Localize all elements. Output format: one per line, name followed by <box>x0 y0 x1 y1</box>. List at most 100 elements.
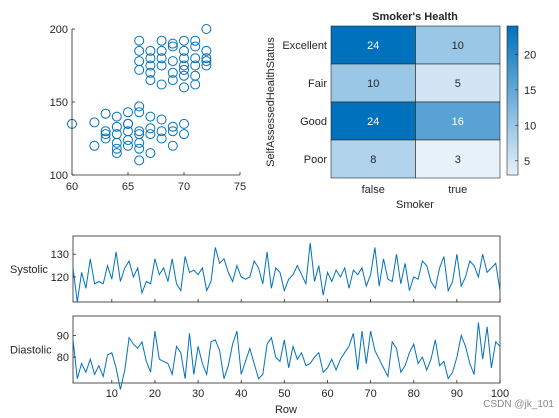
colorbar-segment <box>507 80 518 84</box>
colorbar-segment <box>507 147 518 151</box>
heatmap-cell <box>415 25 501 65</box>
scatter-point <box>201 53 212 64</box>
scatter-point <box>134 143 145 154</box>
heatmap-row-label: Fair <box>308 78 327 90</box>
scatter-point <box>134 126 145 137</box>
colorbar-segment <box>507 112 518 116</box>
colorbar-segment <box>507 75 518 79</box>
scatter-point <box>167 67 178 78</box>
scatter-point <box>145 123 156 134</box>
scatter-point <box>167 41 178 52</box>
scatter-point <box>123 118 133 129</box>
colorbar-segment <box>507 125 518 129</box>
heatmap-cell-value: 16 <box>452 116 464 128</box>
colorbar-segment <box>507 140 518 144</box>
scatter-point <box>100 129 111 140</box>
colorbar-segment <box>507 40 518 44</box>
colorbar-segment <box>507 150 518 154</box>
scatter-point <box>100 108 111 119</box>
scatter-point <box>156 79 167 90</box>
scatter-point <box>89 117 100 128</box>
scatter-point <box>156 133 167 144</box>
colorbar-segment <box>507 107 518 111</box>
colorbar-segment <box>507 152 518 156</box>
scatter-point <box>111 148 122 159</box>
colorbar-frame <box>506 25 519 176</box>
colorbar-segment <box>507 117 518 121</box>
colorbar-segment <box>507 45 518 49</box>
colorbar-segment <box>507 155 518 159</box>
scatter-point <box>179 70 189 81</box>
colorbar-segment <box>507 63 518 67</box>
scatter-point <box>111 137 122 148</box>
heatmap-cell-value: 5 <box>455 78 461 90</box>
scatter-point <box>123 107 133 118</box>
colorbar-segment <box>507 28 518 32</box>
scatter-point <box>179 118 189 129</box>
scatter-point <box>145 67 156 78</box>
colorbar-segment <box>507 85 518 89</box>
scatter-point <box>145 111 156 122</box>
scatter-axes: 60 65 70 75 100 150 200 <box>50 24 246 193</box>
stacked-x-tick-label: 10 <box>106 388 118 400</box>
heatmap-title: Smoker's Health <box>372 11 458 23</box>
scatter-point <box>111 121 122 132</box>
colorbar-segment <box>507 105 518 109</box>
heatmap-cells: 24 10 10 5 24 16 8 3 <box>330 25 501 179</box>
heatmap-cell-value: 10 <box>367 78 379 90</box>
series-line-diastolic <box>72 322 501 390</box>
scatter-point <box>134 137 145 148</box>
colorbar-segment <box>507 55 518 59</box>
colorbar-segment <box>507 26 518 29</box>
colorbar-segment <box>507 142 518 146</box>
scatter-point <box>134 45 145 56</box>
colorbar-segment <box>507 35 518 39</box>
scatter-point <box>156 45 167 56</box>
scatter-point <box>201 60 212 71</box>
colorbar-segment <box>507 48 518 52</box>
colorbar-tick-label: 10 <box>524 120 536 132</box>
colorbar-segment <box>507 137 518 141</box>
scatter-point <box>156 60 167 71</box>
heatmap-cell-value: 8 <box>370 154 376 166</box>
colorbar-segment <box>507 98 518 101</box>
scatter-y-tick-label: 100 <box>50 170 68 182</box>
scatter-point <box>145 148 156 159</box>
scatter-point <box>134 155 145 166</box>
scatter-point <box>190 35 201 46</box>
stacked-y-tick-label: 90 <box>57 330 69 342</box>
colorbar-segment <box>507 88 518 92</box>
scatter-point <box>190 53 201 64</box>
scatter-point <box>179 129 189 140</box>
colorbar-segment <box>507 100 518 104</box>
stacked-x-tick-label: 100 <box>491 388 509 400</box>
colorbar-segment <box>507 70 518 74</box>
scatter-x-tick-label: 60 <box>66 181 78 193</box>
scatter-point <box>145 75 156 86</box>
series-name-label: Systolic <box>10 264 48 276</box>
scatter-point <box>89 140 100 151</box>
scatter-point <box>179 53 189 64</box>
colorbar-segment <box>507 162 518 166</box>
heatmap-cell-value: 10 <box>452 40 464 52</box>
scatter-point <box>179 45 189 56</box>
colorbar-segment <box>507 130 518 134</box>
scatter-point <box>167 121 178 132</box>
colorbar-segment <box>507 33 518 37</box>
heatmap-cell <box>330 139 416 179</box>
scatter-point <box>201 24 212 34</box>
heatmap-colorbar: 5 10 15 20 <box>506 25 536 176</box>
stacked-y-tick-label: 130 <box>51 249 69 261</box>
scatter-point <box>190 70 201 81</box>
colorbar-segment <box>507 93 518 97</box>
scatter-point <box>156 35 167 46</box>
colorbar-segment <box>507 172 518 176</box>
scatter-point <box>134 56 145 67</box>
stacked-xlabel: Row <box>275 404 297 416</box>
stacked-x-tick-label: 90 <box>451 388 463 400</box>
stacked-x-tick-label: 20 <box>149 388 161 400</box>
colorbar-segment <box>507 122 518 126</box>
scatter-point <box>179 35 189 46</box>
colorbar-segment <box>507 68 518 72</box>
heatmap-cell <box>415 139 501 179</box>
